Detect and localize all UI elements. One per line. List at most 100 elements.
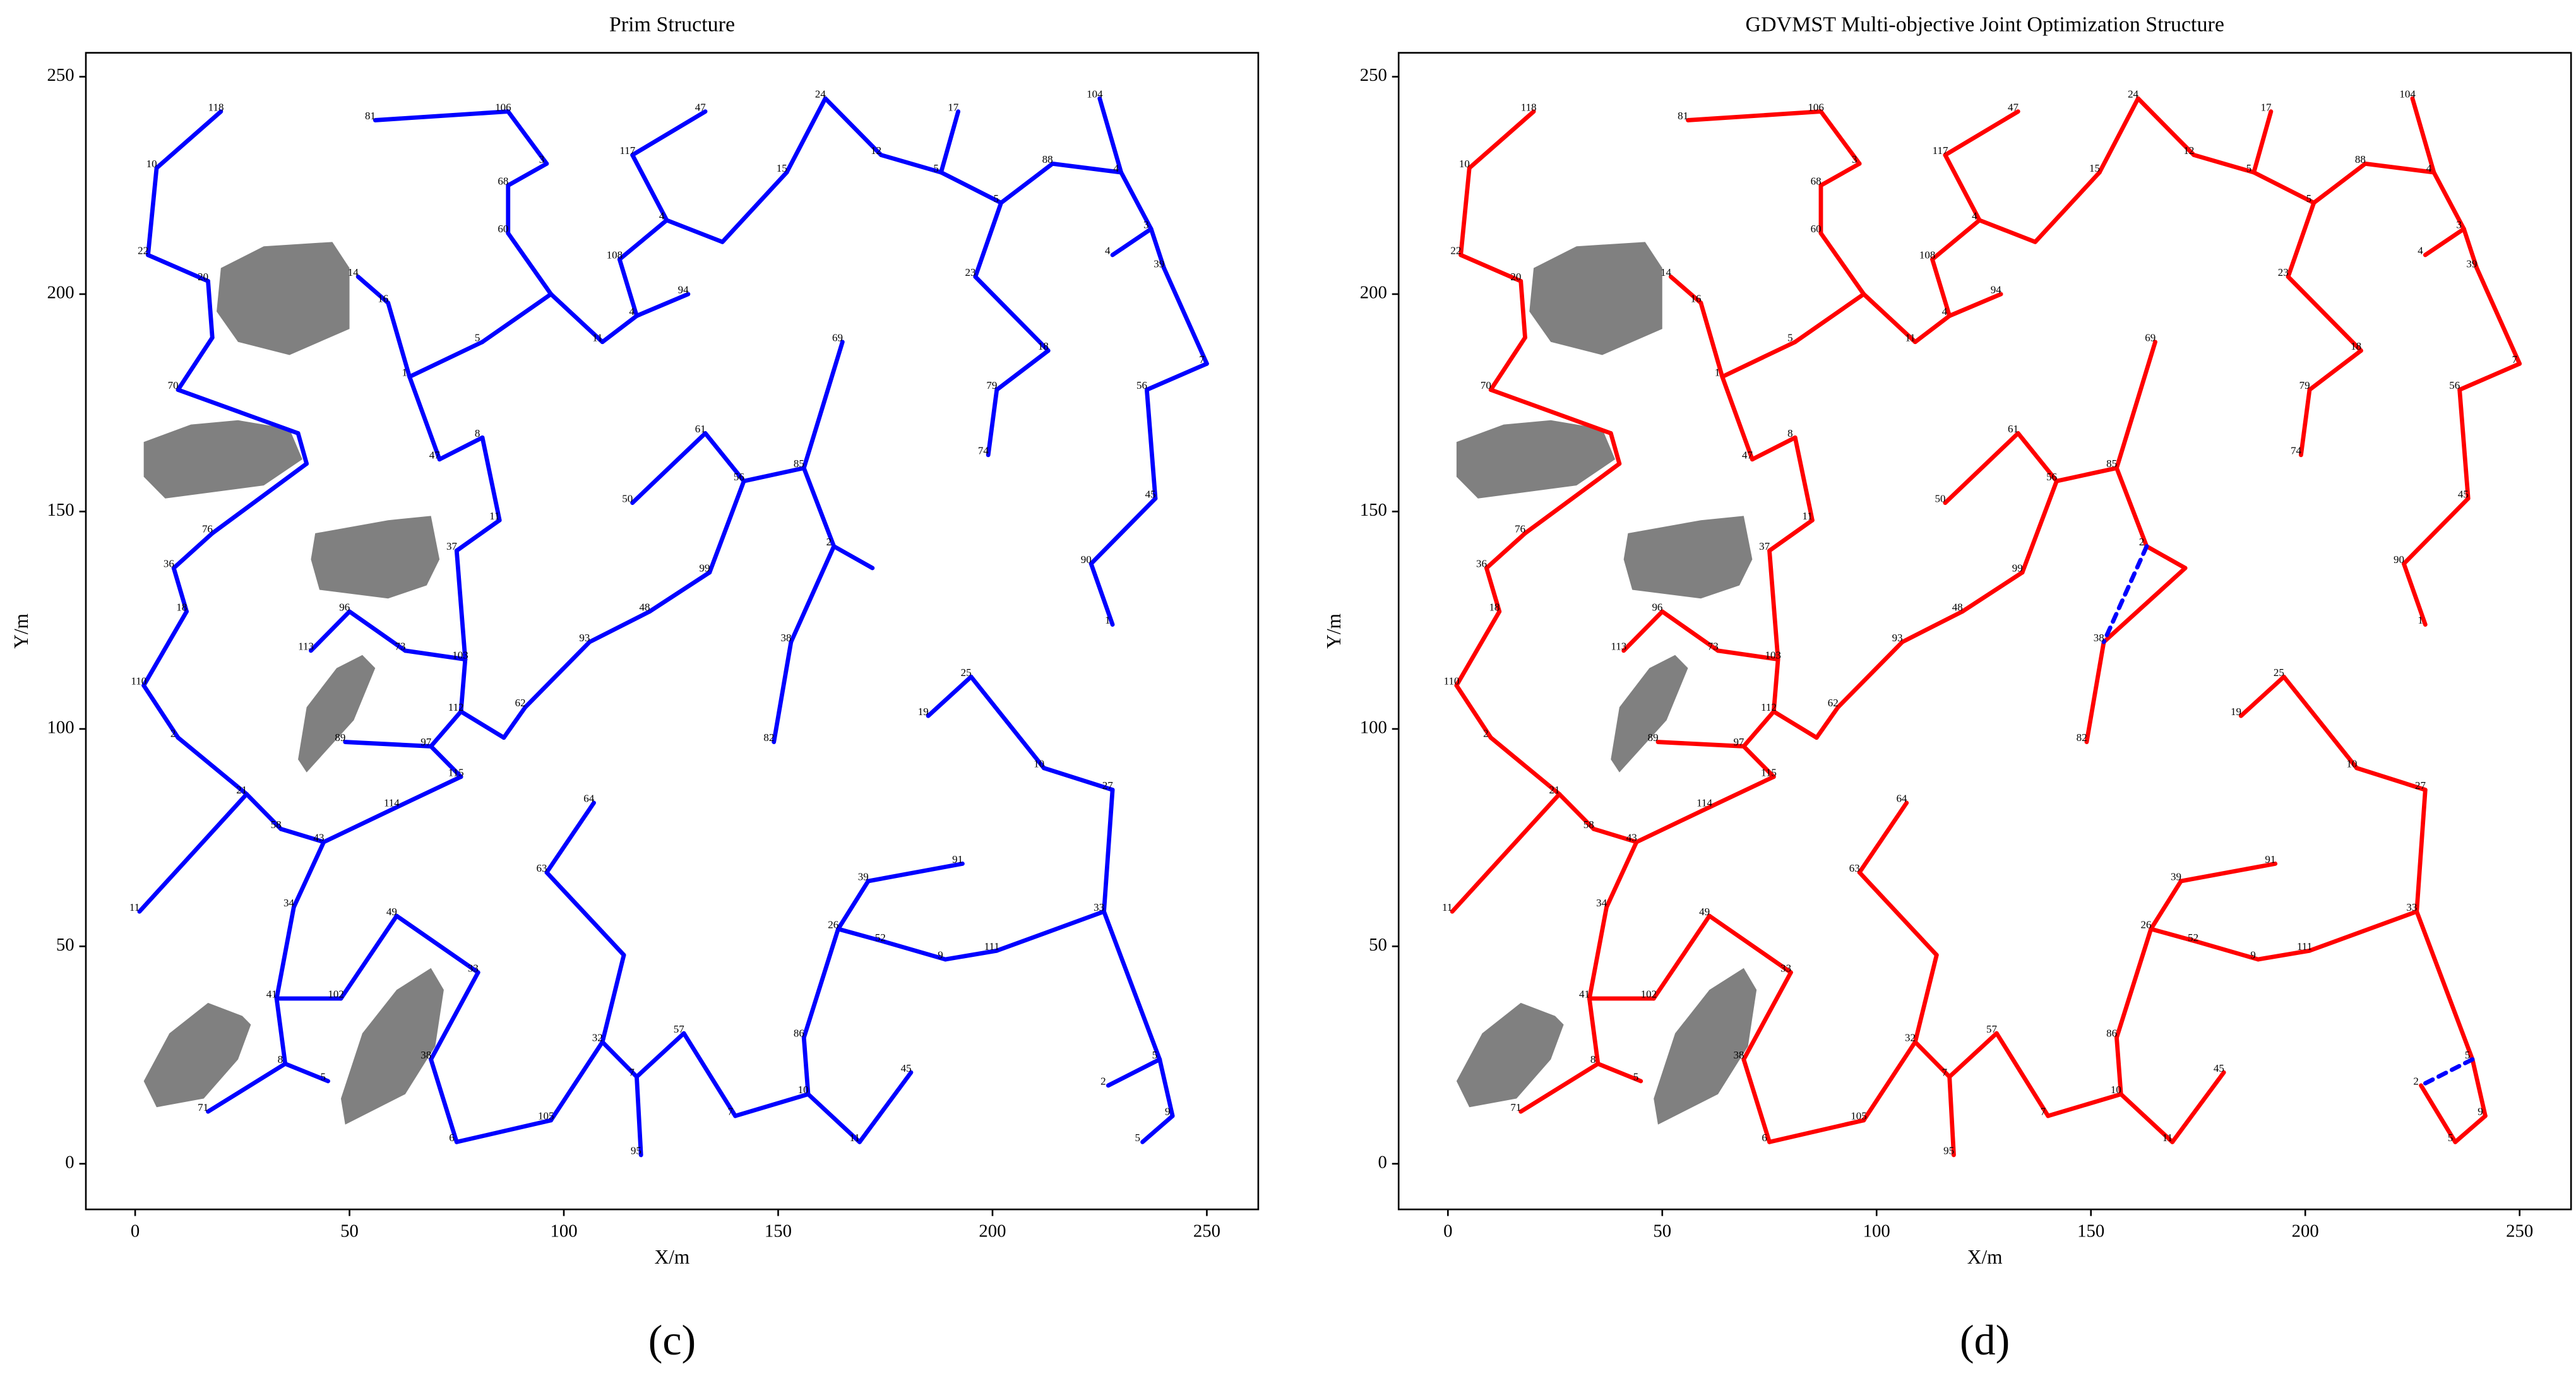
edge — [1912, 952, 1939, 1045]
y-tick-label: 0 — [1378, 1152, 1387, 1172]
node-label: 71 — [1510, 1101, 1521, 1113]
node-label: 57 — [1986, 1023, 1997, 1035]
node-label: 14 — [1661, 266, 1671, 278]
node-label: 10 — [146, 158, 157, 170]
edge — [707, 478, 746, 575]
node-label: 2 — [1100, 1075, 1106, 1087]
edge — [1698, 300, 1725, 379]
node-label: 5 — [933, 162, 939, 174]
edge — [2423, 227, 2466, 258]
edge — [1943, 109, 2020, 157]
node-label: 5 — [2306, 193, 2312, 204]
node-label: 82 — [763, 732, 774, 744]
node-label: 16 — [378, 292, 388, 304]
node-label: 64 — [583, 793, 594, 805]
node-label: 14 — [348, 266, 359, 278]
edge — [373, 109, 511, 122]
edge — [1686, 109, 1823, 122]
node-label: 27 — [1102, 779, 1113, 791]
edge — [994, 348, 1051, 392]
node-label: 81 — [1678, 110, 1688, 122]
edge — [1458, 165, 1472, 258]
edge — [1792, 292, 1866, 345]
node-label: 5 — [321, 1071, 326, 1083]
edge — [883, 940, 948, 962]
node-label: 47 — [1742, 449, 1753, 461]
edge — [291, 839, 326, 910]
node-label: 33 — [1780, 962, 1791, 974]
edge — [1454, 683, 1493, 740]
node-label: 5 — [1787, 331, 1793, 343]
node-label: 56 — [734, 471, 744, 483]
edge — [1484, 531, 1527, 571]
node-label: 52 — [875, 932, 886, 944]
edge — [429, 970, 480, 1062]
node-label: 105 — [538, 1110, 554, 1122]
node-label: 4 — [1972, 210, 1977, 222]
node-label: 26 — [828, 918, 838, 930]
node-label: 5 — [993, 193, 999, 204]
node-label: 104 — [2399, 88, 2416, 100]
y-tick-label: 150 — [1360, 500, 1387, 520]
edge — [1750, 435, 1798, 462]
node-label: 2 — [1483, 727, 1489, 739]
edge — [407, 374, 442, 462]
edge — [343, 740, 433, 749]
node-label: 11 — [1905, 331, 1915, 343]
edge — [1467, 109, 1536, 170]
node-label: 89 — [1648, 732, 1659, 744]
node-label: 25 — [2274, 667, 2284, 679]
obstacle — [1456, 420, 1616, 499]
edge — [801, 927, 840, 1040]
node-label: 8 — [278, 1053, 283, 1065]
edge — [206, 278, 215, 340]
node-label: 33 — [2406, 901, 2417, 913]
edge — [635, 1031, 686, 1079]
y-axis-label: Y/m — [10, 613, 32, 649]
edge — [2097, 96, 2140, 175]
edge — [171, 531, 215, 571]
node-label: 5 — [475, 331, 480, 343]
edge — [544, 870, 626, 957]
edge — [2474, 266, 2522, 366]
node-label: 43 — [1626, 832, 1637, 844]
y-tick-label: 200 — [1360, 283, 1387, 303]
node-label: 62 — [515, 697, 526, 709]
node-label: 23 — [965, 266, 975, 278]
edge — [1088, 496, 1158, 566]
node-label: 8 — [1590, 1053, 1596, 1065]
node-label: 7 — [2512, 353, 2518, 365]
edge — [1930, 218, 1982, 262]
y-tick-label: 150 — [47, 500, 75, 520]
edge — [176, 388, 301, 436]
node-label: 5 — [1135, 1132, 1141, 1144]
edge — [2114, 927, 2154, 1040]
edge — [1119, 170, 1154, 232]
edge — [1102, 909, 1162, 1062]
node-label: 24 — [2128, 88, 2138, 100]
edge — [1518, 1061, 1601, 1114]
node-label: 104 — [1087, 88, 1103, 100]
node-label: 27 — [2415, 779, 2426, 791]
node-label: 15 — [2089, 162, 2100, 174]
edge — [681, 1031, 738, 1118]
edge — [926, 674, 974, 718]
edge — [986, 388, 999, 458]
node-label: 79 — [2299, 379, 2310, 391]
edge — [733, 1092, 811, 1118]
node-label: 32 — [1905, 1032, 1916, 1044]
node-label: 7 — [1942, 1067, 1948, 1079]
y-tick-label: 250 — [1360, 65, 1387, 85]
node-label: 90 — [1081, 554, 1092, 566]
y-tick-label: 100 — [47, 717, 75, 737]
node-label: 7 — [728, 1106, 734, 1118]
edge — [429, 709, 463, 749]
edge — [1140, 1113, 1175, 1144]
obstacle — [298, 655, 376, 773]
edge — [1857, 870, 1939, 957]
node-label: 89 — [335, 732, 345, 744]
edge — [2431, 170, 2466, 232]
edge — [2401, 561, 2428, 627]
node-label: 73 — [395, 641, 405, 653]
